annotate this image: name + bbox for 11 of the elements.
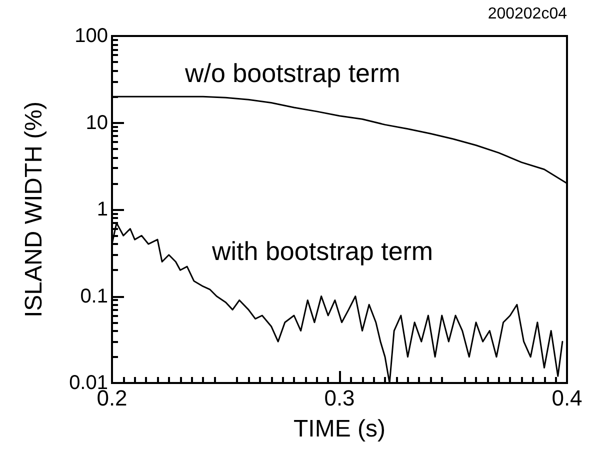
- y-axis-title: ISLAND WIDTH (%): [20, 102, 48, 318]
- y-tick-label: 1: [96, 198, 108, 220]
- y-tick-label: 0.1: [80, 285, 108, 308]
- y-tick-label: 100: [74, 25, 108, 47]
- y-tick-label: 10: [86, 112, 108, 134]
- text: 200202c04: [488, 6, 568, 22]
- x-axis-title: TIME (s): [294, 416, 386, 442]
- annotation: with bootstrap term: [211, 236, 434, 266]
- x-tick-label: 0.4: [552, 386, 582, 410]
- annotation: w/o bootstrap term: [184, 58, 400, 88]
- x-tick-label: 0.3: [324, 386, 355, 410]
